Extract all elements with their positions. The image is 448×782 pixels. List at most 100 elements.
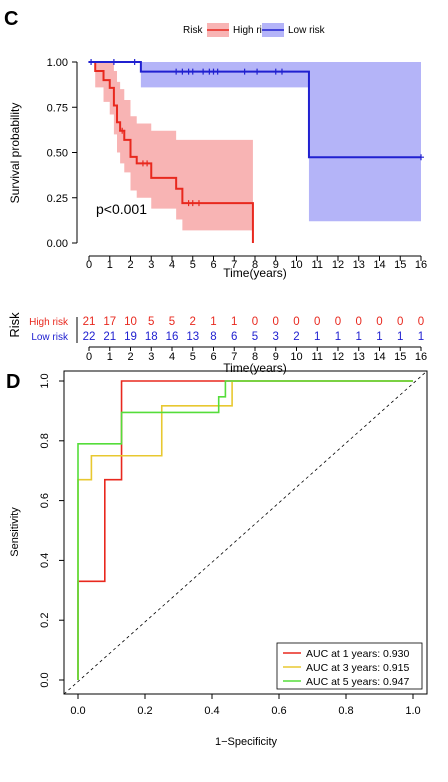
roc-legend-label-5: AUC at 5 years: 0.947 xyxy=(306,676,409,688)
km-y-tick-label: 0.25 xyxy=(47,193,68,205)
censor-mark-low-risk xyxy=(200,68,207,75)
roc-legend-label-3: AUC at 3 years: 0.915 xyxy=(306,662,409,674)
risk-cell-low-risk: 1 xyxy=(397,331,403,343)
censor-mark-low-risk xyxy=(254,68,261,75)
roc-x-tick-label: 0.2 xyxy=(137,705,152,717)
roc-y-tick-label: 1.0 xyxy=(39,373,51,388)
risk-cell-low-risk: 1 xyxy=(335,331,341,343)
km-x-tick-label: 12 xyxy=(332,259,344,271)
risk-cell-low-risk: 3 xyxy=(273,331,279,343)
roc-diagonal xyxy=(63,370,428,695)
risk-x-tick-label: 0 xyxy=(86,351,92,363)
risk-x-tick-label: 1 xyxy=(107,351,113,363)
risk-cell-high-risk: 1 xyxy=(210,316,216,328)
risk-cell-high-risk: 0 xyxy=(418,316,424,328)
km-x-tick-label: 13 xyxy=(353,259,365,271)
km-x-tick-label: 4 xyxy=(169,259,175,271)
censor-mark-low-risk xyxy=(131,59,138,65)
risk-x-tick-label: 8 xyxy=(252,351,258,363)
risk-cell-high-risk: 0 xyxy=(273,316,279,328)
risk-cell-high-risk: 10 xyxy=(124,316,137,328)
censor-mark-high-risk xyxy=(195,200,202,207)
risk-cell-high-risk: 0 xyxy=(376,316,382,328)
censor-mark-high-risk xyxy=(119,127,126,134)
risk-cell-high-risk: 1 xyxy=(231,316,237,328)
roc-y-label: Sensitivity xyxy=(9,507,21,557)
risk-cell-high-risk: 0 xyxy=(356,316,362,328)
roc-y-tick-label: 0.0 xyxy=(39,672,51,687)
risk-cell-low-risk: 8 xyxy=(210,331,216,343)
censor-mark-low-risk xyxy=(179,68,186,75)
risk-cell-low-risk: 13 xyxy=(186,331,199,343)
risk-cell-low-risk: 1 xyxy=(418,331,424,343)
risk-x-tick-label: 3 xyxy=(148,351,154,363)
roc-x-tick-label: 0.6 xyxy=(271,705,286,717)
km-x-tick-label: 16 xyxy=(415,259,427,271)
km-y-tick-label: 0.00 xyxy=(47,238,68,250)
risk-x-tick-label: 14 xyxy=(373,351,385,363)
roc-x-label: 1−Specificity xyxy=(215,736,278,748)
km-x-tick-label: 10 xyxy=(290,259,302,271)
km-x-tick-label: 2 xyxy=(127,259,133,271)
roc-y-tick-label: 0.4 xyxy=(39,553,51,568)
censor-mark-low-risk xyxy=(241,68,248,75)
roc-legend-label-1: AUC at 1 years: 0.930 xyxy=(306,648,409,660)
risk-cell-low-risk: 16 xyxy=(166,331,179,343)
censor-mark-low-risk xyxy=(88,59,95,65)
risk-x-tick-label: 16 xyxy=(415,351,427,363)
roc-x-tick-label: 0.4 xyxy=(204,705,219,717)
roc-curve-1 xyxy=(77,380,413,680)
km-x-tick-label: 8 xyxy=(252,259,258,271)
censor-mark-low-risk xyxy=(173,68,180,75)
legend-label-high-risk: High risk xyxy=(233,25,273,36)
risk-x-tick-label: 7 xyxy=(231,351,237,363)
km-chart: C Risk High risk Low risk 0.00 0.25 0.50 0.… xyxy=(4,8,427,280)
censor-mark-low-risk xyxy=(214,68,221,75)
km-legend-title: Risk xyxy=(183,25,203,36)
roc-y-tick-label: 0.2 xyxy=(39,613,51,628)
risk-cell-high-risk: 0 xyxy=(314,316,320,328)
censor-mark-low-risk xyxy=(110,59,117,65)
risk-cell-low-risk: 5 xyxy=(252,331,258,343)
risk-cell-high-risk: 0 xyxy=(293,316,299,328)
km-y-label: Survival probability xyxy=(8,103,22,204)
risk-x-tick-label: 4 xyxy=(169,351,175,363)
risk-x-tick-label: 12 xyxy=(332,351,344,363)
risk-cell-low-risk: 1 xyxy=(376,331,382,343)
roc-x-tick-label: 0.8 xyxy=(338,705,353,717)
roc-plot-box xyxy=(63,370,428,695)
risk-cell-high-risk: 0 xyxy=(335,316,341,328)
risk-cell-low-risk: 1 xyxy=(314,331,320,343)
censor-mark-low-risk xyxy=(189,68,196,75)
risk-cell-high-risk: 5 xyxy=(169,316,175,328)
km-x-tick-label: 9 xyxy=(273,259,279,271)
ci-band-low-risk xyxy=(89,62,421,222)
legend-label-low-risk: Low risk xyxy=(288,25,326,36)
panel-label-c: C xyxy=(4,8,18,30)
risk-cell-low-risk: 19 xyxy=(124,331,137,343)
censor-mark-low-risk xyxy=(418,154,424,161)
km-y-tick-label: 0.50 xyxy=(47,148,68,160)
risk-x-tick-label: 6 xyxy=(210,351,216,363)
km-x-tick-label: 3 xyxy=(148,259,154,271)
risk-cell-low-risk: 22 xyxy=(83,331,96,343)
censor-mark-low-risk xyxy=(272,68,279,75)
risk-x-tick-label: 13 xyxy=(353,351,365,363)
roc-legend-box xyxy=(276,642,423,690)
km-x-tick-label: 1 xyxy=(107,259,113,271)
km-x-tick-label: 6 xyxy=(210,259,216,271)
roc-x-tick-label: 0.0 xyxy=(70,705,85,717)
risk-x-tick-label: 10 xyxy=(290,351,302,363)
risk-table: Risk High risk Low risk 21 17 10 5 5 2 1 1 0 0 0 0 0… xyxy=(7,312,427,375)
km-y-tick-label: 0.75 xyxy=(47,102,68,114)
km-x-tick-label: 11 xyxy=(312,259,323,271)
km-y-tick-label: 1.00 xyxy=(47,57,68,69)
km-x-tick-label: 14 xyxy=(373,259,385,271)
roc-chart: D 0.0 0.2 0.4 0.6 0.8 1.0 0.00.20.40.60.81.0 … xyxy=(6,370,428,748)
km-x-tick-label: 15 xyxy=(394,259,406,271)
roc-y-tick-label: 0.8 xyxy=(39,433,51,448)
km-pvalue: p<0.001 xyxy=(96,201,147,217)
risk-cell-high-risk: 2 xyxy=(190,316,196,328)
risk-cell-low-risk: 6 xyxy=(231,331,237,343)
risk-cell-low-risk: 18 xyxy=(145,331,158,343)
